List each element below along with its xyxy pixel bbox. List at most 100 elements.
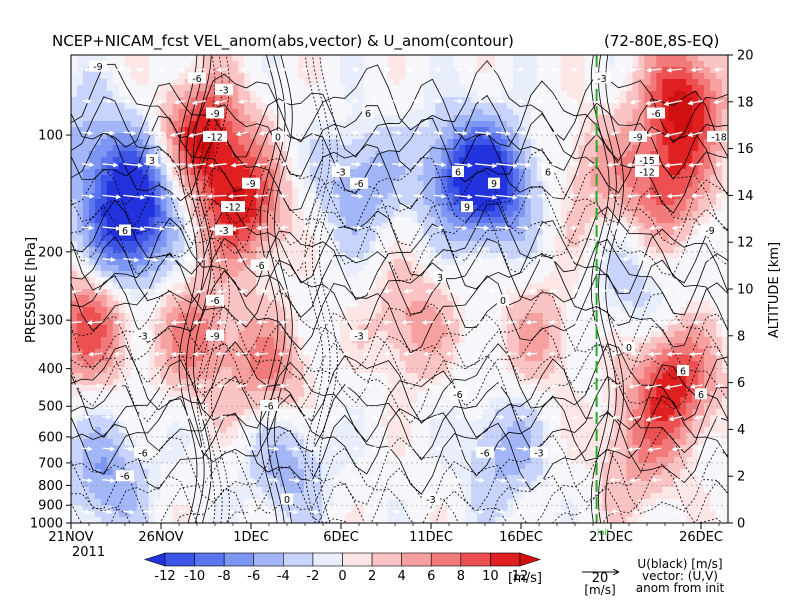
field-cell bbox=[309, 133, 317, 140]
field-cell bbox=[238, 85, 245, 92]
field-cell bbox=[238, 361, 245, 368]
field-cell bbox=[405, 151, 413, 158]
field-cell bbox=[309, 505, 317, 512]
field-cell bbox=[339, 379, 347, 386]
field-cell bbox=[405, 229, 413, 236]
field-cell bbox=[88, 499, 96, 506]
field-cell bbox=[202, 295, 209, 302]
field-cell bbox=[363, 421, 371, 428]
field-cell bbox=[100, 151, 108, 158]
field-cell bbox=[136, 169, 144, 176]
field-cell bbox=[447, 283, 454, 290]
field-cell bbox=[417, 463, 424, 470]
field-cell bbox=[244, 241, 251, 248]
field-cell bbox=[291, 133, 299, 140]
field-cell bbox=[166, 319, 174, 326]
field-cell bbox=[154, 451, 162, 458]
field-cell bbox=[94, 175, 102, 182]
field-cell bbox=[447, 415, 454, 422]
field-cell bbox=[76, 493, 84, 500]
field-cell bbox=[190, 433, 198, 440]
field-cell bbox=[339, 409, 347, 416]
field-cell bbox=[71, 61, 78, 68]
field-cell bbox=[112, 511, 120, 518]
field-cell bbox=[327, 331, 335, 338]
field-cell bbox=[172, 73, 180, 80]
field-cell bbox=[256, 391, 263, 398]
field-cell bbox=[447, 277, 454, 284]
field-cell bbox=[447, 337, 454, 344]
field-cell bbox=[172, 439, 180, 446]
field-cell bbox=[274, 379, 281, 386]
field-cell bbox=[190, 187, 198, 194]
field-cell bbox=[393, 217, 401, 224]
field-cell bbox=[202, 403, 209, 410]
field-cell bbox=[286, 355, 293, 362]
field-cell bbox=[202, 199, 209, 206]
field-cell bbox=[112, 409, 120, 416]
field-cell bbox=[321, 85, 329, 92]
field-cell bbox=[286, 271, 293, 278]
field-cell bbox=[238, 469, 245, 476]
field-cell bbox=[345, 415, 353, 422]
field-cell bbox=[405, 277, 413, 284]
field-cell bbox=[351, 481, 359, 488]
field-cell bbox=[232, 427, 239, 434]
field-cell bbox=[447, 451, 454, 458]
field-cell bbox=[387, 229, 395, 236]
field-cell bbox=[244, 397, 251, 404]
field-cell bbox=[315, 97, 323, 104]
field-cell bbox=[262, 205, 269, 212]
field-cell bbox=[303, 241, 311, 248]
field-cell bbox=[94, 481, 102, 488]
field-cell bbox=[309, 241, 317, 248]
field-cell bbox=[333, 91, 341, 98]
field-cell bbox=[369, 439, 377, 446]
field-cell bbox=[94, 325, 102, 332]
field-cell bbox=[262, 157, 269, 164]
field-cell bbox=[411, 355, 419, 362]
field-cell bbox=[333, 175, 341, 182]
field-cell bbox=[286, 397, 293, 404]
field-cell bbox=[417, 349, 424, 356]
field-cell bbox=[411, 91, 419, 98]
field-cell bbox=[441, 367, 448, 374]
field-cell bbox=[82, 151, 90, 158]
field-cell bbox=[381, 247, 389, 254]
field-cell bbox=[351, 457, 359, 464]
field-cell bbox=[321, 223, 329, 230]
field-cell bbox=[357, 187, 365, 194]
field-cell bbox=[381, 85, 389, 92]
field-cell bbox=[208, 343, 215, 350]
field-cell bbox=[256, 157, 263, 164]
field-cell bbox=[411, 343, 419, 350]
field-cell bbox=[399, 301, 407, 308]
field-cell bbox=[130, 79, 138, 86]
field-cell bbox=[226, 259, 233, 266]
field-cell bbox=[250, 313, 257, 320]
field-cell bbox=[124, 139, 132, 146]
field-cell bbox=[447, 355, 454, 362]
field-cell bbox=[250, 469, 257, 476]
field-cell bbox=[363, 193, 371, 200]
field-cell bbox=[250, 403, 257, 410]
field-cell bbox=[280, 379, 287, 386]
field-cell bbox=[405, 145, 413, 152]
field-cell bbox=[291, 121, 299, 128]
field-cell bbox=[202, 67, 209, 74]
field-cell bbox=[268, 235, 275, 242]
field-cell bbox=[226, 187, 233, 194]
field-cell bbox=[405, 463, 413, 470]
field-cell bbox=[226, 481, 233, 488]
field-cell bbox=[82, 229, 90, 236]
field-cell bbox=[339, 295, 347, 302]
field-cell bbox=[256, 481, 263, 488]
field-cell bbox=[172, 271, 180, 278]
field-cell bbox=[220, 505, 227, 512]
field-cell bbox=[172, 259, 180, 266]
field-cell bbox=[387, 391, 395, 398]
field-cell bbox=[238, 265, 245, 272]
field-cell bbox=[190, 121, 198, 128]
field-cell bbox=[286, 199, 293, 206]
field-cell bbox=[381, 505, 389, 512]
